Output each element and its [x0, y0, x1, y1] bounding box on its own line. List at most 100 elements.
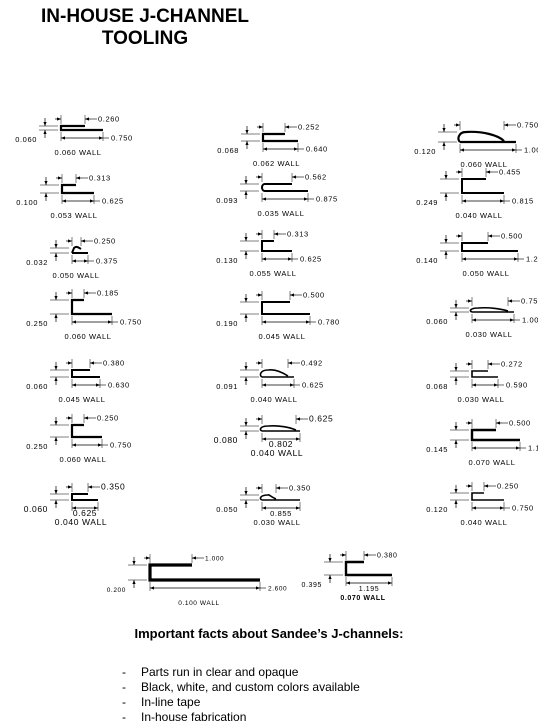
bottom-dimension-label: 0.625	[300, 255, 322, 264]
j-channel-profile: 1.000 2.600 0.200 0.100 WALL	[107, 554, 287, 607]
top-dimension-label: 0.185	[97, 289, 119, 298]
wall-thickness-label: 0.040 WALL	[55, 517, 107, 527]
side-dimension-label: 0.093	[216, 196, 238, 205]
facts-heading: Important facts about Sandee’s J-channel…	[134, 626, 404, 641]
wall-thickness-label: 0.060 WALL	[55, 148, 102, 157]
j-channel-profile: 0.252 0.640 0.068 0.062 WALL	[217, 123, 328, 169]
j-channel-profile: 0.250 0.750 0.120 0.040 WALL	[426, 482, 534, 528]
j-channel-profile: 0.625 0.802 0.080 0.040 WALL	[214, 414, 333, 459]
j-channel-profile: 0.250 0.375 0.032 0.050 WALL	[26, 237, 117, 281]
bottom-dimension-label: 0.875	[316, 195, 338, 204]
profile-shape	[469, 306, 514, 313]
top-dimension-label: 0.350	[101, 482, 125, 492]
top-dimension-label: 0.252	[298, 123, 320, 132]
j-channel-profile: 0.350 0.855 0.050 0.030 WALL	[216, 484, 310, 528]
top-dimension-label: 0.750	[517, 121, 538, 130]
j-channel-profile: 0.500 1.125 0.145 0.070 WALL	[426, 419, 538, 468]
bottom-dimension-label: 0.640	[306, 145, 328, 154]
wall-thickness-label: 0.070 WALL	[340, 595, 385, 602]
j-channel-profile: 0.750 1.000 0.120 0.060 WALL	[414, 121, 538, 170]
side-dimension-label: 0.250	[26, 319, 48, 328]
bottom-dimension-label: 2.600	[268, 586, 287, 593]
top-dimension-label: 0.455	[499, 168, 521, 177]
profile-shape	[60, 183, 94, 195]
profile-shape	[259, 424, 300, 432]
facts-list-item: - Parts run in clear and opaque	[122, 665, 360, 680]
wall-thickness-label: 0.035 WALL	[258, 209, 305, 218]
facts-list-item: - In-line tape	[122, 695, 360, 710]
bottom-dimension-label: 1.250	[526, 255, 538, 264]
profile-shape	[71, 493, 98, 501]
side-dimension-label: 0.060	[24, 504, 48, 514]
profile-shape	[70, 298, 112, 316]
top-dimension-label: 0.500	[501, 232, 523, 241]
bullet-dash: -	[122, 710, 126, 724]
profile-shape	[261, 132, 298, 143]
bullet-dash: -	[122, 680, 126, 694]
bullet-dash: -	[122, 665, 126, 679]
wall-thickness-label: 0.040 WALL	[456, 211, 503, 220]
top-dimension-label: 0.500	[509, 419, 531, 428]
profile-shape	[457, 130, 516, 144]
j-channel-profile: 0.492 0.625 0.091 0.040 WALL	[216, 359, 323, 405]
wall-thickness-label: 0.053 WALL	[51, 211, 98, 220]
side-dimension-label: 0.190	[216, 319, 238, 328]
bottom-dimension-label: 0.750	[110, 441, 132, 450]
side-dimension-label: 0.091	[216, 382, 238, 391]
wall-thickness-label: 0.030 WALL	[458, 395, 505, 404]
important-facts-section: Important facts about Sandee’s J-channel…	[0, 626, 538, 724]
bottom-dimension-label: 0.815	[512, 197, 534, 206]
wall-thickness-label: 0.045 WALL	[259, 332, 306, 341]
profile-shape	[471, 370, 498, 378]
bottom-dimension-label: 0.625	[102, 197, 124, 206]
side-dimension-label: 0.120	[426, 505, 448, 514]
j-channel-profile: 0.562 0.875 0.093 0.035 WALL	[216, 173, 338, 219]
wall-thickness-label: 0.060 WALL	[461, 160, 508, 169]
j-channel-profile: 0.750 1.000 0.060 0.030 WALL	[426, 297, 538, 340]
facts-list: - Parts run in clear and opaque - Black, w…	[122, 665, 360, 725]
top-dimension-label: 0.260	[98, 115, 120, 124]
top-dimension-label: 0.250	[94, 237, 116, 246]
bottom-dimension-label: 1.000	[522, 316, 538, 325]
profile-shape	[71, 245, 88, 254]
profile-shape	[344, 560, 392, 577]
wall-thickness-label: 0.040 WALL	[251, 395, 298, 404]
wall-thickness-label: 0.030 WALL	[466, 330, 513, 339]
bottom-dimension-label: 0.590	[506, 381, 528, 390]
wall-thickness-label: 0.100 WALL	[178, 600, 220, 607]
top-dimension-label: 0.250	[97, 414, 119, 423]
j-channel-profile: 0.350 0.625 0.060 0.040 WALL	[24, 482, 125, 528]
j-channel-profile: 0.313 0.625 0.130 0.055 WALL	[216, 230, 322, 279]
wall-thickness-label: 0.045 WALL	[59, 395, 106, 404]
top-dimension-label: 1.000	[205, 556, 224, 563]
side-dimension-label: 0.140	[416, 256, 438, 265]
side-dimension-label: 0.145	[426, 445, 448, 454]
bullet-dash: -	[122, 695, 126, 709]
profile-shape	[70, 423, 102, 439]
profile-shape	[261, 183, 308, 192]
j-channel-profile: 0.380 1.195 0.395 0.070 WALL	[301, 551, 397, 602]
j-channel-profile: 0.313 0.625 0.100 0.053 WALL	[16, 174, 124, 221]
bottom-dimension-label: 0.750	[512, 504, 534, 513]
side-dimension-label: 0.249	[416, 198, 438, 207]
page-title-line-1: IN-HOUSE J-CHANNEL	[41, 6, 249, 27]
side-dimension-label: 0.120	[414, 147, 436, 156]
top-dimension-label: 0.380	[377, 553, 398, 560]
top-dimension-label: 0.625	[309, 414, 333, 424]
facts-item-text: Parts run in clear and opaque	[141, 665, 299, 679]
bottom-dimension-label: 0.750	[120, 318, 142, 327]
top-dimension-label: 0.562	[305, 173, 327, 182]
side-dimension-label: 0.130	[216, 256, 238, 265]
profile-shape	[148, 563, 260, 582]
bottom-dimension-label: 0.750	[111, 134, 133, 143]
bottom-dimension-label: 1.195	[359, 586, 380, 593]
profile-shape	[259, 493, 300, 501]
side-dimension-label: 0.060	[26, 382, 48, 391]
j-channel-profile: 0.500 0.780 0.190 0.045 WALL	[216, 291, 339, 342]
wall-thickness-label: 0.030 WALL	[254, 518, 301, 527]
j-channel-profile: 0.272 0.590 0.068 0.030 WALL	[426, 360, 528, 405]
wall-thickness-label: 0.055 WALL	[250, 269, 297, 278]
wall-thickness-label: 0.050 WALL	[463, 269, 510, 278]
profile-shape	[71, 369, 100, 378]
